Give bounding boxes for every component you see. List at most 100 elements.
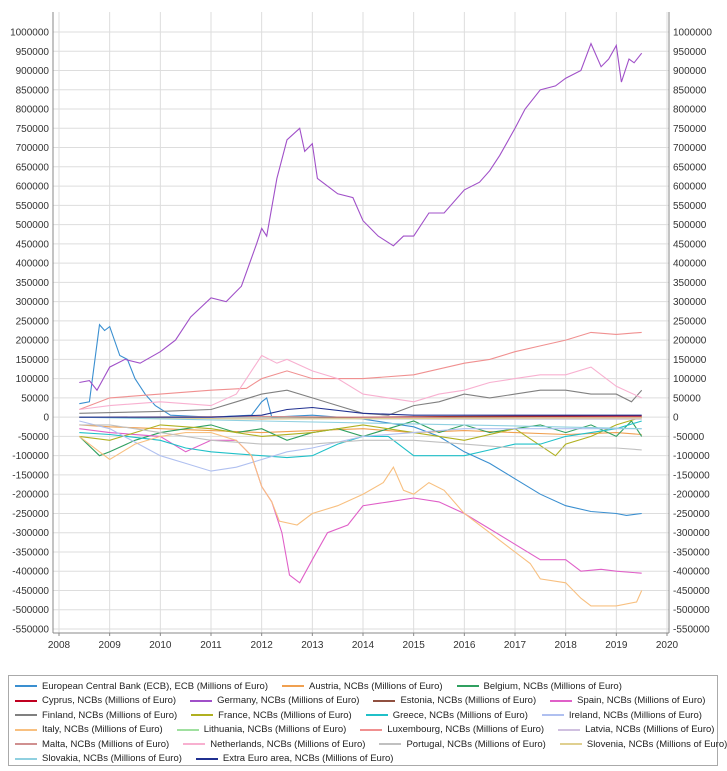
- legend-item: Slovakia, NCBs (Millions of Euro): [15, 753, 182, 764]
- legend-swatch: [15, 714, 37, 717]
- y-tick-label-right: 650000: [673, 162, 707, 173]
- legend-swatch: [541, 714, 564, 717]
- y-tick-label-left: 400000: [16, 259, 50, 270]
- legend-item: Lithuania, NCBs (Millions of Euro): [176, 724, 347, 736]
- legend-label: Estonia, NCBs (Millions of Euro): [400, 695, 537, 707]
- x-tick-label: 2014: [352, 640, 375, 651]
- y-tick-label-left: 1000000: [10, 28, 49, 39]
- y-tick-label-left: 500000: [16, 220, 50, 231]
- series-line-4: [79, 42, 643, 392]
- series-line-6: [79, 428, 642, 584]
- x-tick-label: 2020: [656, 640, 679, 651]
- y-tick-label-right: -50000: [673, 432, 705, 443]
- legend-item: Portugal, NCBs (Millions of Euro): [379, 738, 546, 750]
- legend-label: Slovakia, NCBs (Millions of Euro): [42, 753, 182, 765]
- y-tick-label-left: -300000: [12, 528, 49, 539]
- legend-swatch: [558, 728, 581, 731]
- y-tick-label-right: -450000: [673, 586, 710, 597]
- legend-label: France, NCBs (Millions of Euro): [218, 709, 352, 721]
- x-tick-label: 2019: [605, 640, 628, 651]
- y-tick-label-right: -350000: [673, 547, 710, 558]
- y-tick-label-left: -250000: [12, 509, 49, 520]
- legend-item: Finland, NCBs (Millions of Euro): [15, 710, 177, 721]
- series-line-19: [79, 416, 642, 430]
- legend-label: Lithuania, NCBs (Millions of Euro): [203, 724, 347, 736]
- x-tick-label: 2012: [251, 640, 274, 651]
- legend-label: Ireland, NCBs (Millions of Euro): [568, 709, 702, 721]
- y-tick-label-left: -150000: [12, 470, 49, 481]
- legend-swatch: [15, 685, 37, 688]
- legend-label: Portugal, NCBs (Millions of Euro): [406, 738, 546, 750]
- y-tick-label-right: 550000: [673, 201, 707, 212]
- legend-label: Luxembourg, NCBs (Millions of Euro): [387, 724, 545, 736]
- y-tick-label-right: -250000: [673, 509, 710, 520]
- x-tick-label: 2008: [48, 640, 71, 651]
- x-tick-label: 2016: [453, 640, 476, 651]
- y-tick-label-left: -350000: [12, 547, 49, 558]
- y-tick-label-right: -550000: [673, 625, 710, 636]
- legend-swatch: [15, 757, 37, 760]
- legend-label: Cyprus, NCBs (Millions of Euro): [42, 695, 177, 707]
- legend-item: European Central Bank (ECB), ECB (Millio…: [15, 681, 268, 692]
- legend-label: Malta, NCBs (Millions of Euro): [42, 738, 170, 750]
- legend-item: Spain, NCBs (Millions of Euro): [550, 695, 705, 706]
- y-tick-label-right: 450000: [673, 239, 707, 250]
- x-tick-label: 2018: [555, 640, 578, 651]
- y-tick-label-left: 600000: [16, 182, 50, 193]
- y-tick-label-left: 550000: [16, 201, 50, 212]
- y-tick-label-right: 850000: [673, 85, 707, 96]
- y-tick-label-right: 750000: [673, 124, 707, 135]
- legend-item: Slovenia, NCBs (Millions of Euro): [559, 739, 727, 750]
- legend-row: Malta, NCBs (Millions of Euro) Netherland…: [15, 737, 727, 752]
- legend-label: Latvia, NCBs (Millions of Euro): [585, 724, 715, 736]
- y-tick-label-left: 700000: [16, 143, 50, 154]
- y-tick-label-right: 400000: [673, 259, 707, 270]
- legend-item: Luxembourg, NCBs (Millions of Euro): [360, 724, 544, 735]
- legend-label: Belgium, NCBs (Millions of Euro): [483, 680, 622, 692]
- series-line-1: [79, 424, 642, 436]
- x-tick-label: 2017: [504, 640, 527, 651]
- legend-row: Slovakia, NCBs (Millions of Euro) Extra E…: [15, 752, 711, 767]
- series-line-20: [79, 406, 642, 418]
- y-tick-label-left: 850000: [16, 85, 50, 96]
- y-tick-label-left: 50000: [21, 393, 49, 404]
- legend-swatch: [550, 699, 573, 702]
- y-tick-label-right: 100000: [673, 374, 707, 385]
- y-tick-label-left: 350000: [16, 278, 50, 289]
- series-line-9: [79, 420, 642, 459]
- legend-swatch: [176, 728, 199, 731]
- y-tick-label-left: 450000: [16, 239, 50, 250]
- y-tick-label-left: -200000: [12, 490, 49, 501]
- y-tick-label-right: 900000: [673, 66, 707, 77]
- legend: European Central Bank (ECB), ECB (Millio…: [8, 675, 727, 767]
- legend-swatch: [281, 685, 304, 688]
- legend-label: Netherlands, NCBs (Millions of Euro): [210, 738, 366, 750]
- legend-swatch: [191, 714, 214, 717]
- legend-item: France, NCBs (Millions of Euro): [191, 710, 352, 721]
- legend-item: Germany, NCBs (Millions of Euro): [190, 695, 359, 706]
- y-tick-label-right: -150000: [673, 470, 710, 481]
- y-tick-label-left: 800000: [16, 105, 50, 116]
- y-tick-label-right: 1000000: [673, 28, 712, 39]
- y-tick-label-left: -50000: [18, 432, 50, 443]
- y-tick-label-right: 350000: [673, 278, 707, 289]
- legend-label: European Central Bank (ECB), ECB (Millio…: [42, 680, 268, 692]
- y-tick-label-left: -500000: [12, 605, 49, 616]
- legend-row: Italy, NCBs (Millions of Euro) Lithuania,…: [15, 723, 715, 738]
- legend-swatch: [365, 714, 388, 717]
- y-tick-label-left: 250000: [16, 316, 50, 327]
- y-tick-label-left: 650000: [16, 162, 50, 173]
- series-line-13: [79, 331, 642, 411]
- series-line-17: [79, 424, 642, 451]
- y-tick-label-left: 200000: [16, 336, 50, 347]
- x-tick-label: 2015: [403, 640, 426, 651]
- y-tick-label-left: 150000: [16, 355, 50, 366]
- plot-area: [53, 12, 669, 633]
- y-tick-label-right: 800000: [673, 105, 707, 116]
- y-tick-label-left: -550000: [12, 625, 49, 636]
- legend-item: Ireland, NCBs (Millions of Euro): [541, 709, 702, 721]
- x-tick-label: 2011: [200, 640, 222, 651]
- legend-item: Estonia, NCBs (Millions of Euro): [373, 695, 536, 706]
- y-tick-label-right: -100000: [673, 451, 710, 462]
